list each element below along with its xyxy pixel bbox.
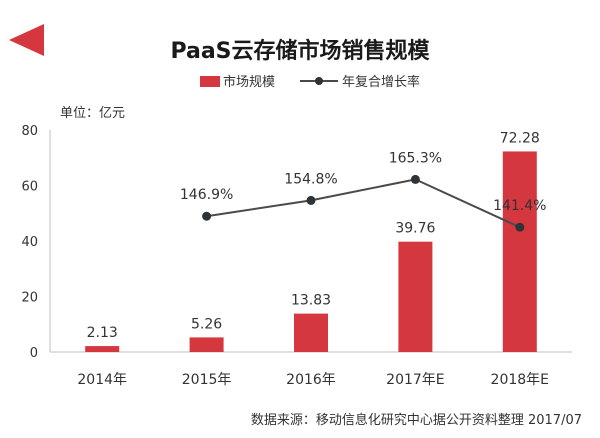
bar	[189, 337, 224, 352]
legend-bar-swatch	[200, 76, 220, 87]
legend-line-label: 年复合增长率	[342, 74, 420, 90]
legend-bar-label: 市场规模	[223, 74, 275, 90]
title-accent-triangle	[9, 24, 44, 56]
y-tick-label: 80	[21, 124, 38, 139]
x-ticks: 2014年 2015年 2016年 2017年E 2018年E	[77, 372, 549, 388]
growth-point	[410, 174, 420, 184]
y-tick-label: 60	[21, 180, 38, 195]
y-ticks: 0 20 40 60 80	[21, 124, 38, 361]
bar-value-labels: 2.13 5.26 13.83 39.76 72.28	[87, 130, 540, 341]
bar-value-label: 13.83	[291, 293, 331, 309]
bars	[85, 151, 537, 352]
y-tick-label: 0	[30, 346, 38, 361]
chart-title: PaaS云存储市场销售规模	[170, 38, 430, 64]
bar-value-label: 5.26	[191, 316, 222, 332]
legend: 市场规模 年复合增长率	[200, 74, 420, 90]
y-tick-label: 20	[21, 291, 38, 306]
growth-line-path	[206, 178, 521, 229]
bar-value-label: 2.13	[87, 325, 118, 341]
x-tick-label: 2014年	[77, 372, 127, 388]
growth-point	[202, 211, 212, 221]
bar	[398, 241, 433, 352]
legend-line-marker	[315, 77, 323, 85]
growth-value-label: 141.4%	[493, 198, 546, 214]
growth-point	[515, 222, 525, 232]
growth-line	[202, 174, 525, 232]
growth-point	[306, 195, 316, 205]
x-tick-label: 2018年E	[491, 372, 549, 388]
bar-value-label: 39.76	[395, 221, 435, 237]
y-tick-label: 40	[21, 235, 38, 250]
bar	[85, 346, 120, 352]
growth-value-label: 154.8%	[284, 171, 337, 187]
bar	[294, 313, 328, 352]
x-tick-label: 2017年E	[386, 372, 444, 388]
bar-value-label: 72.28	[500, 130, 540, 146]
unit-label: 单位：亿元	[60, 106, 125, 121]
growth-value-label: 146.9%	[180, 187, 233, 203]
growth-value-label: 165.3%	[389, 150, 442, 166]
growth-value-labels: 146.9% 154.8% 165.3% 141.4%	[180, 150, 547, 214]
bar	[502, 151, 537, 352]
x-tick-label: 2015年	[182, 372, 232, 388]
x-tick-label: 2016年	[286, 372, 336, 388]
source-note: 数据来源：移动信息化研究中心据公开资料整理 2017/07	[251, 412, 582, 428]
